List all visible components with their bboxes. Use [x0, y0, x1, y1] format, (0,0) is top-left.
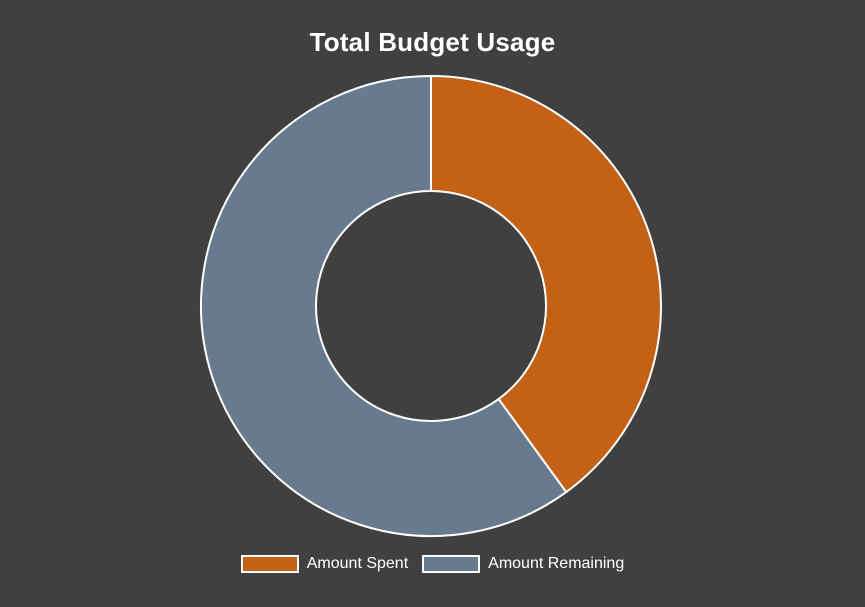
legend-item-amount-spent[interactable]: Amount Spent	[240, 553, 409, 575]
chart-title: Total Budget Usage	[309, 27, 556, 57]
legend-label-amount-spent: Amount Spent	[306, 555, 409, 572]
legend-item-amount-remaining[interactable]: Amount Remaining	[422, 553, 624, 575]
legend-swatch-amount-spent	[240, 555, 299, 573]
slice-amount-spent[interactable]	[430, 75, 662, 494]
chart-legend: Amount Spent Amount Remaining	[0, 553, 865, 575]
legend-label-amount-remaining: Amount Remaining	[488, 555, 625, 572]
legend-swatch-amount-remaining	[422, 555, 481, 573]
slice-amount-remaining[interactable]	[200, 75, 568, 537]
